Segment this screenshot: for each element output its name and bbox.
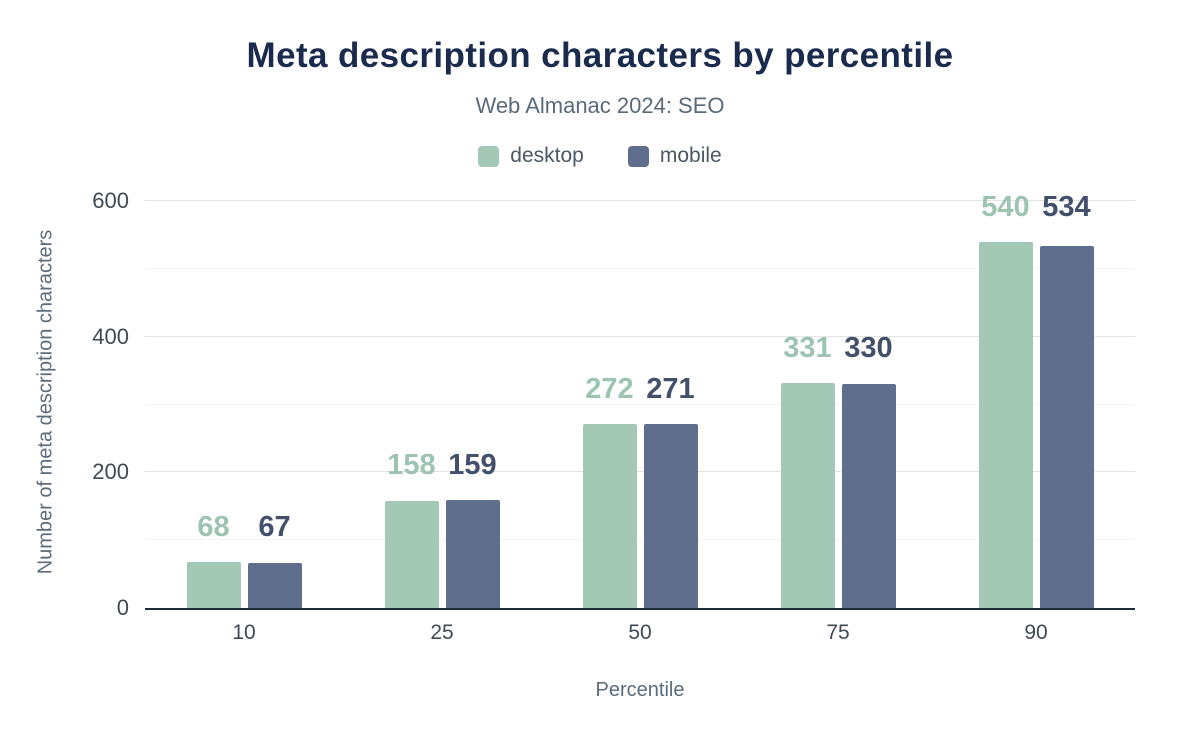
bar-mobile	[643, 424, 698, 608]
value-label-mobile: 330	[844, 332, 893, 365]
x-tick-label: 10	[232, 621, 256, 644]
mobile-swatch-icon	[627, 145, 649, 167]
desktop-swatch-icon	[478, 145, 500, 167]
legend-label-desktop: desktop	[510, 144, 584, 167]
y-axis-title: Number of meta description characters	[34, 229, 57, 575]
value-label-desktop: 68	[197, 510, 230, 543]
bar-desktop	[186, 561, 241, 608]
major-gridline	[145, 335, 1135, 337]
bar-desktop	[384, 500, 439, 608]
legend-label-mobile: mobile	[659, 144, 722, 167]
value-label-desktop: 272	[585, 372, 634, 405]
x-tick-label: 75	[826, 621, 850, 644]
value-label-mobile: 159	[448, 449, 497, 482]
y-tick-label: 600	[92, 188, 129, 213]
value-label-mobile: 271	[646, 372, 695, 405]
x-tick-label: 50	[628, 621, 652, 644]
chart-title: Meta description characters by percentil…	[246, 36, 954, 75]
bar-desktop	[780, 383, 835, 608]
value-label-desktop: 158	[387, 449, 436, 482]
minor-gridline	[145, 403, 1135, 405]
value-label-desktop: 540	[981, 190, 1030, 223]
minor-gridline	[145, 539, 1135, 541]
legend-item-desktop: desktop	[478, 144, 584, 168]
y-tick-label: 200	[92, 459, 129, 485]
bar-mobile	[445, 500, 500, 608]
legend-item-mobile: mobile	[627, 144, 722, 168]
y-tick-label: 0	[116, 595, 129, 620]
major-gridline	[145, 200, 1135, 201]
bar-desktop	[978, 241, 1033, 608]
x-axis-title: Percentile	[595, 679, 685, 701]
value-label-desktop: 331	[783, 332, 832, 365]
chart-subtitle: Web Almanac 2024: SEO	[475, 93, 725, 118]
minor-gridline	[145, 267, 1135, 269]
bar-mobile	[841, 384, 896, 608]
y-tick-label: 400	[92, 323, 129, 349]
x-tick-label: 90	[1024, 621, 1048, 644]
plot-area: 0 200 400 600 68 67 10 158 159 25 272 271 50 331 330 75…	[92, 190, 1135, 644]
value-label-mobile: 534	[1042, 190, 1091, 223]
legend: desktop mobile	[0, 144, 1200, 168]
major-gridline	[145, 471, 1135, 473]
bar-mobile	[1039, 245, 1094, 608]
bar-desktop	[582, 423, 637, 608]
bar-mobile	[247, 562, 302, 608]
value-label-mobile: 67	[258, 510, 291, 543]
x-tick-label: 25	[430, 621, 454, 644]
